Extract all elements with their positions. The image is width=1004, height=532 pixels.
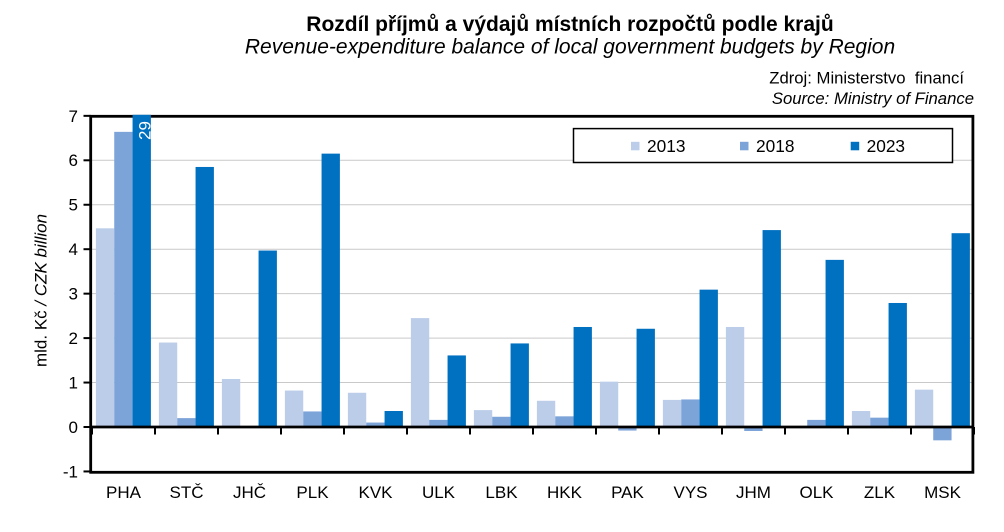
svg-text:PLK: PLK xyxy=(296,483,329,502)
svg-text:2023: 2023 xyxy=(867,136,905,156)
svg-text:JHČ: JHČ xyxy=(233,483,266,502)
svg-text:2: 2 xyxy=(69,329,78,348)
svg-text:Zdroj: Ministerstvo financí: Zdroj: Ministerstvo financí xyxy=(769,69,964,88)
svg-text:1: 1 xyxy=(69,373,78,392)
svg-text:KVK: KVK xyxy=(358,483,393,502)
svg-text:5: 5 xyxy=(69,196,78,215)
svg-text:Source: Ministry of Finance: Source: Ministry of Finance xyxy=(772,89,974,108)
svg-text:LBK: LBK xyxy=(485,483,518,502)
svg-text:2013: 2013 xyxy=(647,136,685,156)
svg-text:STČ: STČ xyxy=(170,483,204,502)
svg-text:JHM: JHM xyxy=(736,483,771,502)
svg-text:Revenue-expenditure balance of: Revenue-expenditure balance of local gov… xyxy=(245,36,895,59)
svg-text:2018: 2018 xyxy=(756,136,794,156)
svg-text:PHA: PHA xyxy=(106,483,142,502)
svg-text:6: 6 xyxy=(69,151,78,170)
svg-text:MSK: MSK xyxy=(924,483,962,502)
svg-text:7: 7 xyxy=(69,107,78,126)
svg-text:0: 0 xyxy=(69,418,78,437)
svg-text:Rozdíl příjmů a výdajů místníc: Rozdíl příjmů a výdajů místních rozpočtů… xyxy=(306,13,833,36)
svg-text:OLK: OLK xyxy=(799,483,834,502)
svg-text:VYS: VYS xyxy=(673,483,707,502)
svg-text:29: 29 xyxy=(135,121,154,140)
svg-text:ZLK: ZLK xyxy=(864,483,896,502)
svg-text:ULK: ULK xyxy=(422,483,456,502)
svg-text:PAK: PAK xyxy=(611,483,644,502)
svg-text:3: 3 xyxy=(69,285,78,304)
svg-text:4: 4 xyxy=(69,240,78,259)
svg-text:mld. Kč / CZK billion: mld. Kč / CZK billion xyxy=(32,214,51,367)
svg-text:-1: -1 xyxy=(63,462,78,481)
svg-text:HKK: HKK xyxy=(547,483,583,502)
